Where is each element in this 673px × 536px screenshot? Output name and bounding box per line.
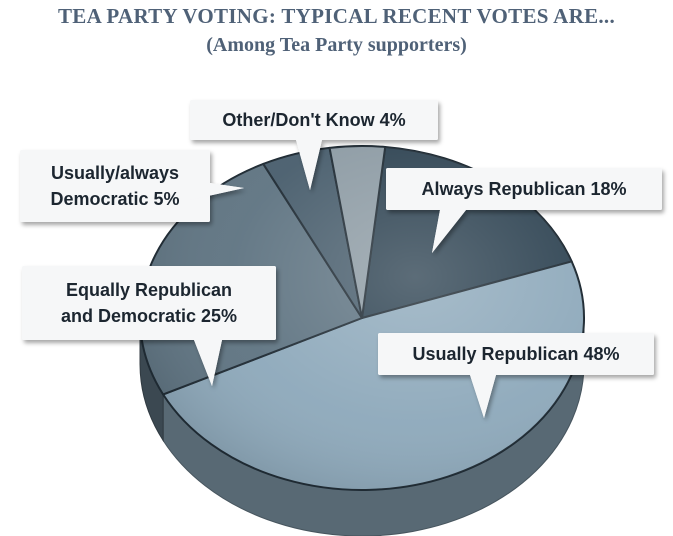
slice-label-text: Democratic 5%	[50, 189, 179, 209]
slice-label-text: Other/Don't Know 4%	[222, 110, 405, 130]
slice-label-text: and Democratic 25%	[61, 306, 237, 326]
chart-subtitle: (Among Tea Party supporters)	[206, 34, 467, 56]
slice-label: Other/Don't Know 4%	[190, 100, 438, 190]
slice-label: Equally Republican and Democratic 25%	[22, 266, 276, 386]
slice-label: Usually/always Democratic 5%	[20, 150, 244, 222]
slice-label-text: Equally Republican	[66, 280, 232, 300]
chart-title: TEA PARTY VOTING: TYPICAL RECENT VOTES A…	[57, 4, 616, 28]
slice-label-text: Always Republican 18%	[421, 179, 626, 199]
slice-label: Always Republican 18%	[386, 168, 662, 253]
slice-label-text: Usually Republican 48%	[412, 344, 619, 364]
slice-label: Usually Republican 48%	[378, 333, 654, 418]
slice-label-text: Usually/always	[51, 163, 179, 183]
